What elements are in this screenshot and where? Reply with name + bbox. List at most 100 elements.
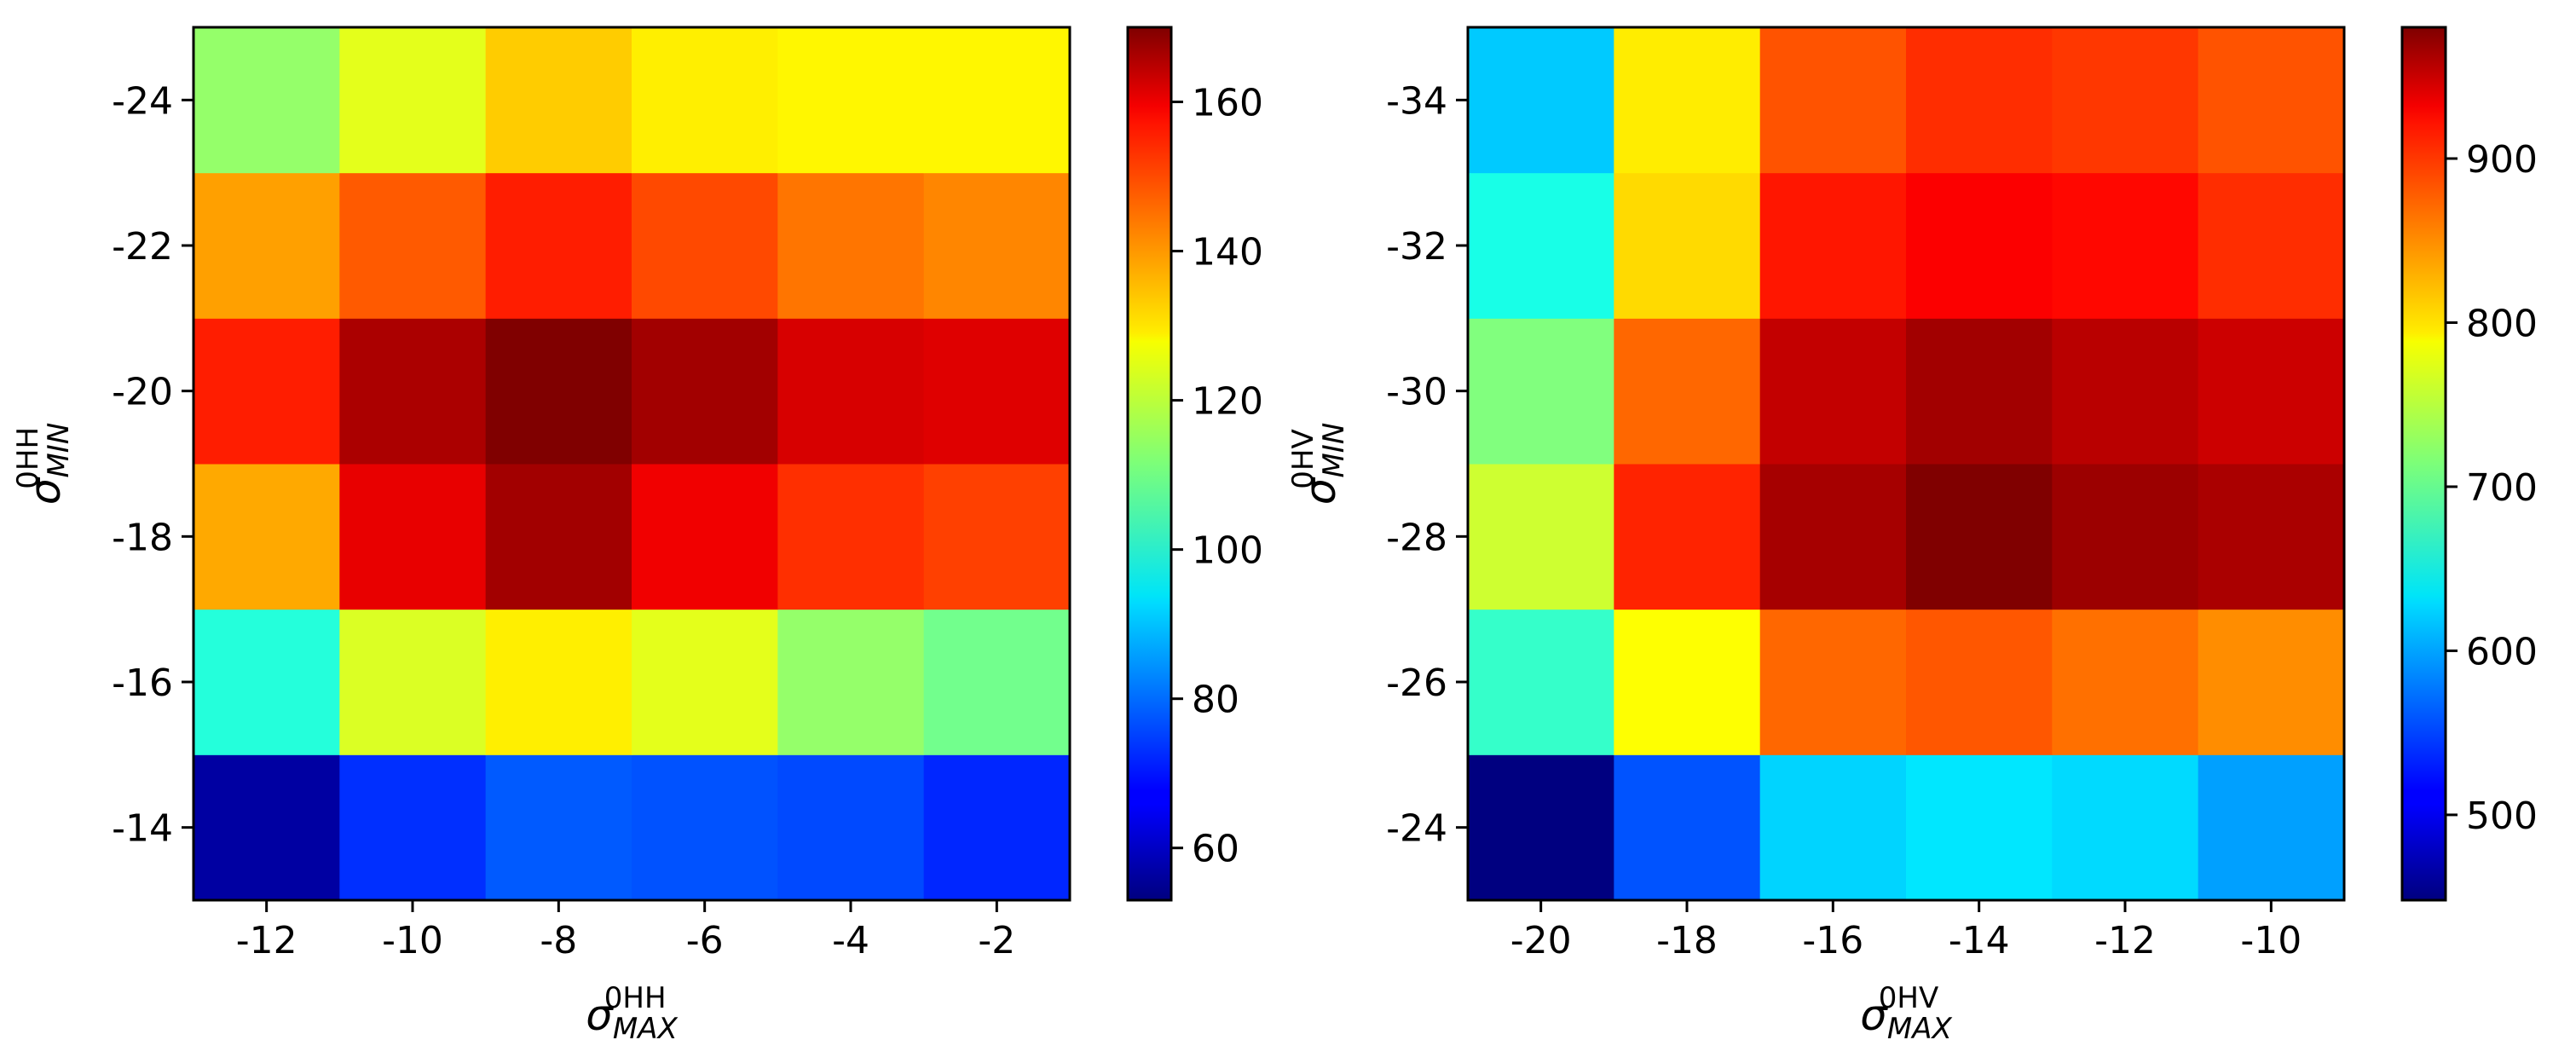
y-tick-label-hh-4: -22 [112, 225, 173, 269]
heatmap-cell-hh-r2-c5 [923, 464, 1071, 610]
heatmap-cell-hv-r0-c3 [1906, 754, 2053, 901]
y-tick-label-hv-0: -24 [1386, 807, 1447, 851]
heatmap-cell-hv-r1-c1 [1614, 609, 1761, 755]
heatmap-cell-hh-r1-c4 [777, 609, 925, 755]
y-tick-label-hv-4: -32 [1386, 225, 1447, 269]
heatmap-cell-hh-r3-c5 [923, 318, 1071, 465]
x-axis-label-hv: σMAX0HV [1860, 981, 1952, 1046]
colorbar-tick-label-hh-4: 140 [1192, 231, 1263, 274]
colorbar-tick-label-hh-2: 100 [1192, 529, 1263, 573]
heatmap-cell-hh-r3-c4 [777, 318, 925, 465]
heatmap-cell-hv-r5-c4 [2052, 27, 2199, 174]
heatmap-cell-hh-r2-c4 [777, 464, 925, 610]
heatmap-cell-hh-r5-c3 [632, 27, 778, 174]
heatmap-cell-hv-r3-c2 [1759, 318, 1907, 465]
colorbar-gradient-hv [2402, 27, 2446, 900]
heatmap-cell-hv-r4-c3 [1906, 172, 2053, 319]
x-ticks-hv: -20 -18 -16 -14 -12 -10 [1510, 900, 2302, 962]
heatmap-cell-hh-r0-c5 [923, 754, 1071, 901]
heatmap-cell-hv-r0-c0 [1468, 754, 1614, 901]
colorbar-hh: 60 80 100 120 140 160 [1126, 26, 1263, 902]
heatmap-cell-hh-r3-c3 [632, 318, 778, 465]
colorbar-tick-label-hv-4: 900 [2466, 138, 2538, 182]
colorbar-tick-label-hh-5: 160 [1192, 82, 1263, 125]
heatmap-panel-hh: -12 -10 -8 -6 -4 -2 -14 -16 -18 -20 -22 -24 σMAX0H… [11, 26, 1071, 1046]
colorbar-tick-label-hv-1: 600 [2466, 630, 2538, 673]
colorbar-tick-label-hv-0: 500 [2466, 794, 2538, 838]
heatmap-cell-hv-r4-c5 [2198, 172, 2345, 319]
y-tick-label-hh-1: -16 [112, 661, 173, 705]
heatmap-cell-hv-r3-c3 [1906, 318, 2053, 465]
heatmap-cell-hh-r1-c5 [923, 609, 1071, 755]
y-ticks-hv: -24 -26 -28 -30 -32 -34 [1386, 79, 1468, 851]
colorbar-frame-hh [1126, 26, 1173, 902]
y-tick-label-hh-3: -20 [112, 371, 173, 414]
heatmap-cell-hv-r0-c4 [2052, 754, 2199, 901]
heatmap-cell-hv-r4-c1 [1614, 172, 1761, 319]
heatmap-cell-hv-r3-c1 [1614, 318, 1761, 465]
heatmap-cell-hh-r4-c1 [339, 172, 487, 319]
x-tick-label-hv-3: -14 [1949, 919, 2010, 962]
heatmap-cell-hh-r1-c3 [632, 609, 778, 755]
heatmap-cell-hv-r2-c3 [1906, 464, 2053, 610]
colorbar-gradient-hh [1128, 27, 1171, 900]
heatmap-cell-hh-r1-c2 [485, 609, 632, 755]
x-axis-label-hh: σMAX0HH [586, 981, 678, 1046]
heatmap-cell-hv-r2-c4 [2052, 464, 2199, 610]
heatmap-cell-hh-r0-c1 [339, 754, 487, 901]
colorbar-ticks-hh: 60 80 100 120 140 160 [1171, 82, 1263, 871]
y-tick-label-hv-1: -26 [1386, 661, 1447, 705]
heatmap-cell-hv-r2-c2 [1759, 464, 1907, 610]
heatmap-cell-hh-r2-c1 [339, 464, 487, 610]
colorbar-ticks-hv: 500 600 700 800 900 [2446, 138, 2538, 838]
heatmap-panel-hv: -20 -18 -16 -14 -12 -10 -24 -26 -28 -30 -32 -34 σM… [1286, 26, 2346, 1046]
colorbar-hv: 500 600 700 800 900 [2400, 26, 2538, 902]
heatmap-cell-hh-r1-c1 [339, 609, 487, 755]
x-tick-label-hv-1: -18 [1656, 919, 1718, 962]
heatmap-cell-hh-r5-c0 [193, 27, 340, 174]
heatmap-cell-hh-r4-c0 [193, 172, 340, 319]
x-tick-label-hh-3: -6 [686, 919, 724, 962]
y-tick-label-hv-2: -28 [1386, 516, 1447, 559]
heatmap-cell-hh-r2-c2 [485, 464, 632, 610]
y-ticks-hh: -14 -16 -18 -20 -22 -24 [112, 79, 193, 851]
heatmap-cell-hv-r2-c5 [2198, 464, 2345, 610]
x-tick-label-hh-1: -10 [382, 919, 443, 962]
y-axis-label-hv: σMIN0HV [1286, 423, 1351, 506]
heatmap-cell-hh-r3-c2 [485, 318, 632, 465]
heatmap-cell-hh-r1-c0 [193, 609, 340, 755]
y-axis-label-hh: σMIN0HH [11, 423, 76, 506]
heatmap-cells-hh [193, 27, 1071, 901]
colorbar-tick-label-hv-3: 800 [2466, 302, 2538, 345]
heatmap-cell-hv-r5-c3 [1906, 27, 2053, 174]
heatmap-cell-hv-r1-c0 [1468, 609, 1614, 755]
heatmap-cell-hh-r0-c0 [193, 754, 340, 901]
heatmap-cell-hh-r2-c3 [632, 464, 778, 610]
plot-frame-hv [1466, 26, 2346, 902]
heatmap-cell-hh-r4-c5 [923, 172, 1071, 319]
x-ticks-hh: -12 -10 -8 -6 -4 -2 [236, 900, 1015, 962]
heatmap-cell-hv-r5-c1 [1614, 27, 1761, 174]
heatmap-cell-hv-r1-c3 [1906, 609, 2053, 755]
y-tick-label-hh-0: -14 [112, 807, 173, 851]
heatmap-cell-hh-r0-c3 [632, 754, 778, 901]
heatmap-cell-hv-r0-c1 [1614, 754, 1761, 901]
x-tick-label-hv-2: -16 [1802, 919, 1863, 962]
heatmap-cell-hv-r1-c2 [1759, 609, 1907, 755]
heatmap-cell-hv-r3-c0 [1468, 318, 1614, 465]
y-tick-label-hh-2: -18 [112, 516, 173, 559]
heatmap-cell-hh-r4-c3 [632, 172, 778, 319]
heatmap-cell-hh-r5-c2 [485, 27, 632, 174]
heatmap-cell-hv-r0-c2 [1759, 754, 1907, 901]
heatmap-cell-hh-r3-c0 [193, 318, 340, 465]
heatmap-cell-hv-r5-c2 [1759, 27, 1907, 174]
heatmap-cell-hv-r1-c4 [2052, 609, 2199, 755]
x-tick-label-hh-5: -2 [978, 919, 1015, 962]
heatmap-cell-hh-r0-c2 [485, 754, 632, 901]
heatmap-cell-hv-r2-c0 [1468, 464, 1614, 610]
y-tick-label-hv-3: -30 [1386, 371, 1447, 414]
heatmap-cell-hv-r4-c2 [1759, 172, 1907, 319]
plot-frame-hh [192, 26, 1071, 902]
heatmap-cell-hv-r3-c4 [2052, 318, 2199, 465]
heatmap-cell-hh-r5-c1 [339, 27, 487, 174]
